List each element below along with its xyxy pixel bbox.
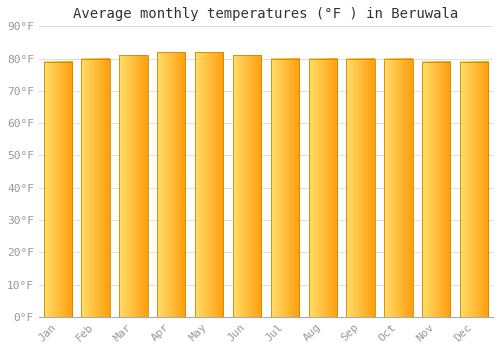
- Bar: [270, 58, 299, 317]
- Bar: [308, 58, 337, 317]
- Bar: [422, 62, 450, 317]
- Bar: [460, 62, 488, 317]
- Bar: [119, 55, 148, 317]
- Bar: [44, 62, 72, 317]
- Bar: [82, 58, 110, 317]
- Title: Average monthly temperatures (°F ) in Beruwala: Average monthly temperatures (°F ) in Be…: [74, 7, 458, 21]
- Bar: [157, 52, 186, 317]
- Bar: [195, 52, 224, 317]
- Bar: [233, 55, 261, 317]
- Bar: [384, 58, 412, 317]
- Bar: [346, 58, 375, 317]
